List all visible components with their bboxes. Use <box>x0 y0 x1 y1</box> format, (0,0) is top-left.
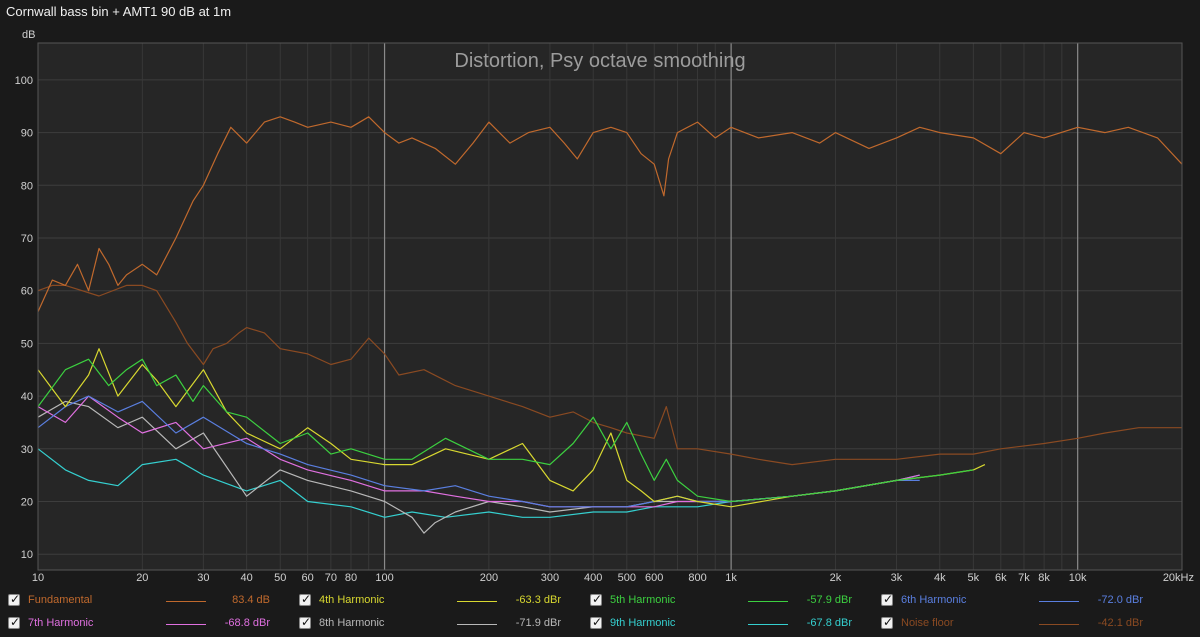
legend-checkbox[interactable] <box>8 592 20 606</box>
distortion-chart: 10 20 30 40 50 60 70 80 90 100 10 20 30 40 50 60 70 80 100… <box>15 29 1194 584</box>
plot-area <box>38 43 1182 570</box>
legend-checkbox[interactable] <box>299 592 311 606</box>
legend-checkbox[interactable] <box>590 592 602 606</box>
y-tick-label: 90 <box>21 128 33 140</box>
x-tick-label: 600 <box>645 572 663 584</box>
x-tick-label: 3k <box>891 572 903 584</box>
x-tick-label: 200 <box>480 572 498 584</box>
y-axis-label: dB <box>22 29 35 41</box>
legend-series-name: 6th Harmonic <box>901 594 967 606</box>
legend-checkbox[interactable] <box>590 615 602 629</box>
legend-row: Fundamental 83.4 dB 4th Harmonic -63.3 dBr 5… <box>0 592 1200 612</box>
legend-swatch-line <box>166 624 206 625</box>
x-tick-label: 500 <box>618 572 636 584</box>
legend-checkbox[interactable] <box>881 592 893 606</box>
legend-swatch-line <box>457 624 497 625</box>
series-line-noise-floor <box>37 284 1182 466</box>
x-tick-label: 50 <box>274 572 286 584</box>
series-line-4th-harmonic <box>37 348 986 508</box>
x-tick-label: 2k <box>830 572 842 584</box>
x-tick-label: 20kHz <box>1163 572 1194 584</box>
x-tick-label: 1k <box>725 572 737 584</box>
y-tick-label: 10 <box>21 549 33 561</box>
y-tick-label: 20 <box>21 496 33 508</box>
legend-item: Noise floor -42.1 dBr <box>881 615 1171 635</box>
legend-item: 6th Harmonic -72.0 dBr <box>881 592 1171 612</box>
legend-swatch-line <box>166 601 206 602</box>
y-tick-label: 100 <box>15 75 33 87</box>
legend-series-value: -68.8 dBr <box>224 617 270 629</box>
plot-border <box>37 42 1183 571</box>
x-tick-label: 20 <box>136 572 148 584</box>
legend-series-name: 5th Harmonic <box>610 594 676 606</box>
legend-row: 7th Harmonic -68.8 dBr 8th Harmonic -71.9 d… <box>0 615 1200 635</box>
x-tick-label: 100 <box>375 572 393 584</box>
legend-item: Fundamental 83.4 dB <box>8 592 298 612</box>
x-tick-label: 6k <box>995 572 1007 584</box>
legend-series-name: 8th Harmonic <box>319 617 385 629</box>
legend-series-value: -57.9 dBr <box>806 594 852 606</box>
axes: 10 20 30 40 50 60 70 80 90 100 10 20 30 40 50 60 70 80 100… <box>15 42 1194 584</box>
legend-series-name: 9th Harmonic <box>610 617 676 629</box>
legend-swatch-line <box>457 601 497 602</box>
x-tick-label: 7k <box>1018 572 1030 584</box>
y-tick-label: 70 <box>21 233 33 245</box>
x-tick-label: 80 <box>345 572 357 584</box>
legend-item: 8th Harmonic -71.9 dBr <box>299 615 589 635</box>
y-tick-label: 40 <box>21 391 33 403</box>
x-tick-label: 40 <box>241 572 253 584</box>
legend-checkbox[interactable] <box>299 615 311 629</box>
x-tick-label: 400 <box>584 572 602 584</box>
y-tick-label: 80 <box>21 180 33 192</box>
y-tick-label: 50 <box>21 338 33 350</box>
legend-swatch-line <box>1039 601 1079 602</box>
x-tick-label: 10 <box>32 572 44 584</box>
x-tick-label: 5k <box>968 572 980 584</box>
legend-item: 4th Harmonic -63.3 dBr <box>299 592 589 612</box>
y-tick-label: 60 <box>21 286 33 298</box>
series-lines <box>37 116 1183 534</box>
chart-title: Distortion, Psy octave smoothing <box>454 50 745 72</box>
legend-swatch-line <box>1039 624 1079 625</box>
legend-item: 7th Harmonic -68.8 dBr <box>8 615 298 635</box>
x-tick-label: 800 <box>688 572 706 584</box>
legend-checkbox[interactable] <box>881 615 893 629</box>
x-tick-label: 300 <box>541 572 559 584</box>
x-tick-label: 10k <box>1069 572 1087 584</box>
legend-series-value: -63.3 dBr <box>515 594 561 606</box>
legend-swatch-line <box>748 601 788 602</box>
x-tick-label: 60 <box>302 572 314 584</box>
legend-series-value: -71.9 dBr <box>515 617 561 629</box>
series-line-9th-harmonic <box>37 448 920 518</box>
legend-series-value: -42.1 dBr <box>1097 617 1143 629</box>
x-tick-label: 70 <box>325 572 337 584</box>
legend-series-name: Noise floor <box>901 617 954 629</box>
legend-series-name: 7th Harmonic <box>28 617 94 629</box>
legend-swatch-line <box>748 624 788 625</box>
legend-checkbox[interactable] <box>8 615 20 629</box>
legend-item: 5th Harmonic -57.9 dBr <box>590 592 880 612</box>
x-tick-label: 30 <box>197 572 209 584</box>
y-tick-label: 30 <box>21 444 33 456</box>
legend-series-value: -67.8 dBr <box>806 617 852 629</box>
series-line-6th-harmonic <box>37 395 920 508</box>
legend-item: 9th Harmonic -67.8 dBr <box>590 615 880 635</box>
legend-series-name: Fundamental <box>28 594 93 606</box>
x-tick-label: 8k <box>1038 572 1050 584</box>
legend-series-value: -72.0 dBr <box>1097 594 1143 606</box>
series-line-5th-harmonic <box>37 358 974 503</box>
series-line-fundamental <box>37 116 1183 313</box>
legend-series-value: 83.4 dB <box>232 594 270 606</box>
x-tick-label: 4k <box>934 572 946 584</box>
window-title: Cornwall bass bin + AMT1 90 dB at 1m <box>6 4 232 19</box>
legend-series-name: 4th Harmonic <box>319 594 385 606</box>
